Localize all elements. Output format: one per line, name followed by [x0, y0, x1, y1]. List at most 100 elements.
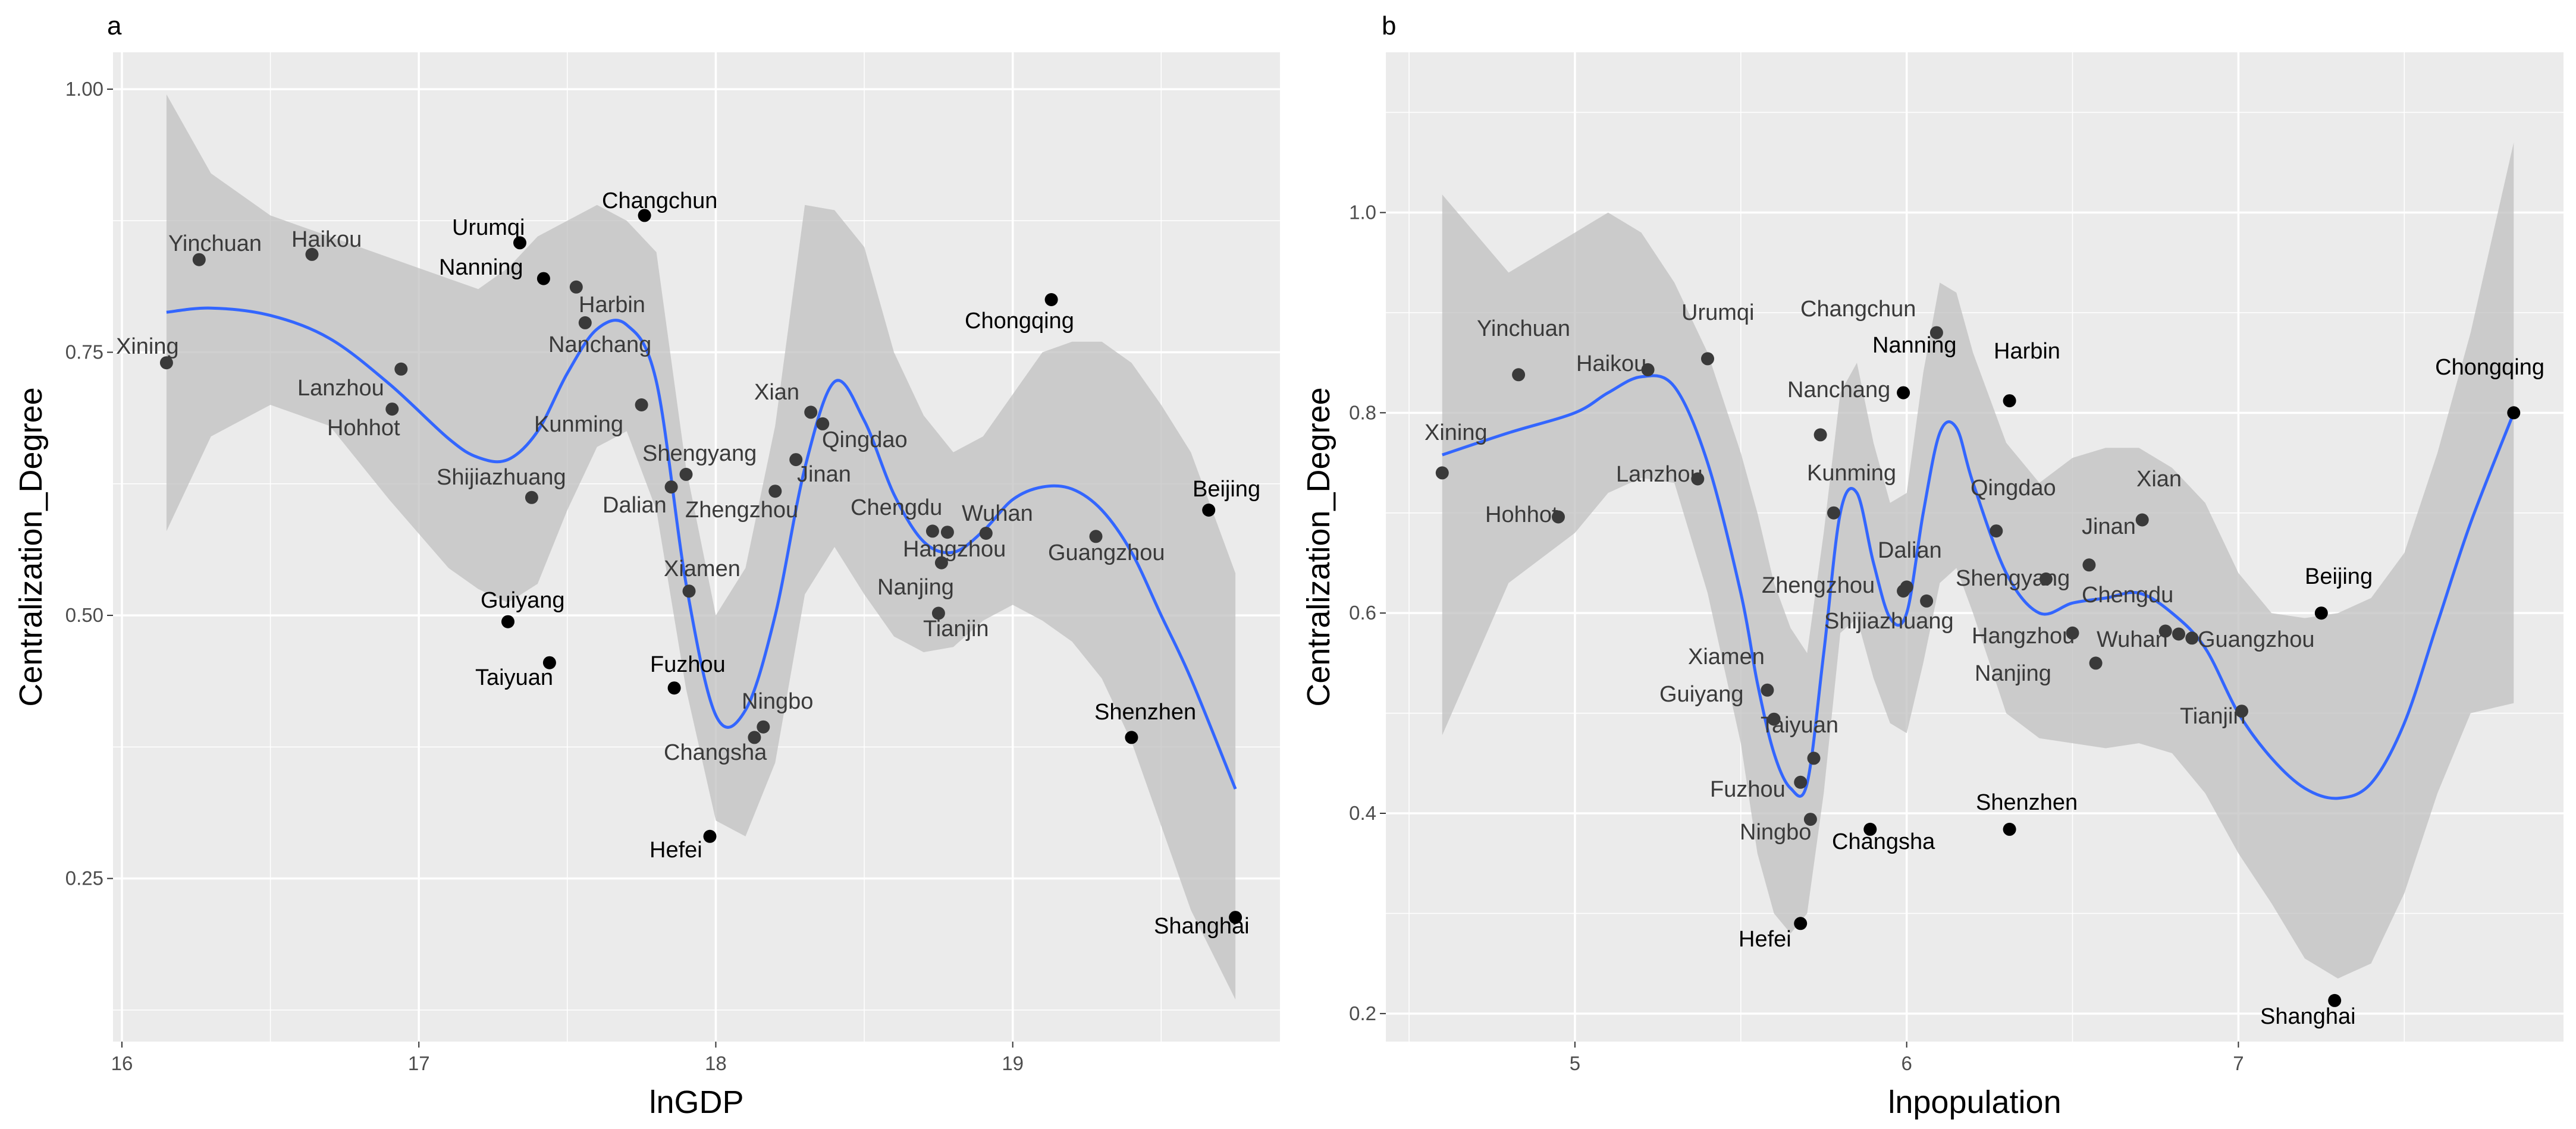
panel-a-label-xian: Xian: [754, 380, 799, 405]
panel-a-label-harbin: Harbin: [579, 293, 645, 317]
panel-b-point-shenzhen: [2003, 822, 2016, 836]
panel-a-point-dalian: [664, 480, 678, 494]
panel-a-point-hangzhou: [934, 556, 948, 570]
panel-b-x-tick-label: 7: [2233, 1052, 2244, 1074]
panel-b-smooth-line: [1442, 374, 2515, 800]
panel-b-point-guiyang: [1767, 712, 1781, 726]
panel-a-point-hefei: [703, 829, 717, 843]
panel-b-letter: b: [1382, 11, 1396, 40]
panel-b-label-xiamen: Xiamen: [1688, 644, 1765, 669]
panel-b-point-shengyang: [2039, 572, 2053, 586]
panel-b-y-tick-label: 0.8: [1349, 401, 1376, 423]
panel-a-label-hefei: Hefei: [650, 838, 702, 863]
panel-a-point-harbin: [569, 280, 583, 294]
panel-b-point-nanchang: [1813, 428, 1827, 442]
panel-a-label-chongqing: Chongqing: [965, 309, 1074, 334]
panel-b-label-chongqing: Chongqing: [2435, 355, 2544, 380]
panel-a-y-tick-label: 1.00: [65, 78, 103, 100]
panel-a-point-xining: [159, 356, 173, 370]
panel-a-label-wuhan: Wuhan: [962, 501, 1033, 526]
panel-b-label-urumqi: Urumqi: [1681, 300, 1754, 325]
panel-b-point-yinchuan: [1512, 368, 1526, 382]
panel-a-point-haikou: [305, 247, 319, 261]
panel-a-point-zhengzhou: [768, 485, 782, 498]
panel-b-point-zhengzhou: [1900, 580, 1913, 594]
panel-a-x-tick-label: 16: [111, 1052, 133, 1074]
panel-a-point-ningbo: [757, 720, 770, 734]
panel-b-point-ningbo: [1803, 813, 1817, 826]
panel-b-label-zhengzhou: Zhengzhou: [1762, 573, 1875, 598]
panel-b-point-hefei: [1794, 917, 1808, 930]
panel-a: Xining Yinchuan Haikou Hohhot Lanzhou Guiyang…: [13, 11, 1280, 1120]
panel-a-label-shenzhen: Shenzhen: [1094, 700, 1196, 725]
panel-a-label-urumqi: Urumqi: [452, 215, 525, 240]
panel-a-point-guiyang: [501, 615, 514, 628]
panel-b-point-shijiazhuang: [1920, 594, 1934, 608]
panel-a-point-beijing: [1202, 504, 1216, 517]
panel-a-x-axis-title: lnGDP: [649, 1084, 743, 1120]
panel-b-point-urumqi: [1701, 352, 1714, 366]
panel-a-smooth-line: [166, 306, 1237, 790]
panel-b-point-haikou: [1641, 363, 1655, 376]
panel-a-point-hohhot: [385, 402, 399, 416]
panel-a-label-nanjing: Nanjing: [877, 575, 954, 600]
panel-b-point-harbin: [2003, 394, 2016, 408]
panel-b-label-xian: Xian: [2136, 467, 2182, 492]
panel-b-point-xian: [2135, 513, 2149, 527]
panel-a-label-jinan: Jinan: [797, 462, 851, 487]
panel-a-point-changsha: [748, 731, 761, 744]
panel-a-point-urumqi: [513, 236, 526, 250]
panel-b-confidence-band: [1442, 142, 2514, 979]
panel-b-label-haikou: Haikou: [1576, 351, 1646, 376]
panel-b-label-shengyang: Shengyang: [1956, 566, 2070, 591]
panel-b-label-fuzhou: Fuzhou: [1710, 777, 1786, 802]
panel-b-label-dalian: Dalian: [1878, 538, 1942, 563]
panel-a-label-xiamen: Xiamen: [664, 556, 741, 581]
panel-a-label-hangzhou: Hangzhou: [903, 537, 1006, 562]
panel-a-label-fuzhou: Fuzhou: [650, 652, 726, 677]
panel-b-point-jinan: [2082, 558, 2096, 572]
panel-b-point-shanghai: [2328, 993, 2342, 1007]
panel-a-label-shanghai: Shanghai: [1154, 914, 1250, 939]
panel-b-point-changsha: [1863, 822, 1877, 836]
panel-a-y-axis-title: Centralization_Degree: [13, 387, 49, 706]
panel-a-label-haikou: Haikou: [291, 227, 362, 252]
panel-b-y-tick-label: 0.4: [1349, 802, 1376, 824]
panel-b-label-shijiazhuang: Shijiazhuang: [1824, 609, 1954, 634]
panel-b-label-taiyuan: Taiyuan: [1761, 713, 1838, 738]
panel-b-label-lanzhou: Lanzhou: [1616, 462, 1703, 487]
panel-a-x-tick-label: 17: [408, 1052, 430, 1074]
panel-b-point-hohhot: [1552, 510, 1565, 524]
panel-b-point-guangzhou: [2185, 631, 2199, 645]
panel-a-confidence-band: [166, 94, 1236, 1000]
panel-a-y-tick-label: 0.50: [65, 604, 103, 626]
panel-b-label-hangzhou: Hangzhou: [1972, 624, 2075, 649]
panel-b-label-chengdu: Chengdu: [2082, 583, 2173, 608]
panel-a-point-jinan: [789, 453, 803, 467]
panel-b-y-tick-label: 1.0: [1349, 201, 1376, 223]
panel-a-point-yinchuan: [192, 253, 206, 266]
panel-b-label-yinchuan: Yinchuan: [1477, 316, 1570, 341]
panel-b-point-tianjin: [2235, 705, 2248, 718]
panel-b-point-xiamen: [1761, 683, 1774, 697]
panel-a-label-kunming: Kunming: [534, 412, 623, 437]
panel-a-point-kunming: [635, 398, 648, 411]
panel-a-label-yinchuan: Yinchuan: [168, 231, 262, 256]
panel-b-y-axis-title: Centralization_Degree: [1301, 387, 1336, 706]
panel-b-label-guiyang: Guiyang: [1659, 682, 1744, 707]
panel-b-point-lanzhou: [1691, 472, 1705, 486]
panel-a-label-changsha: Changsha: [664, 740, 767, 765]
panel-b-label-nanjing: Nanjing: [1975, 661, 2051, 686]
panel-b-point-chengdu: [2158, 624, 2172, 638]
panel-a-label-nanchang: Nanchang: [548, 332, 651, 357]
panel-a-label-chengdu: Chengdu: [851, 495, 942, 520]
panel-a-point-shijiazhuang: [525, 490, 538, 504]
panel-a-label-shengyang: Shengyang: [642, 441, 757, 466]
panel-b-point-changchun: [1929, 326, 1943, 339]
panel-a-label-guiyang: Guiyang: [481, 588, 565, 613]
panel-a-point-chengdu: [925, 524, 939, 538]
panel-a-x-tick-label: 18: [705, 1052, 727, 1074]
panel-a-label-tianjin: Tianjin: [923, 617, 989, 641]
panel-b: Xining Yinchuan Hohhot Haikou Urumqi Lanzhou X…: [1301, 11, 2564, 1120]
panel-a-label-dalian: Dalian: [603, 493, 667, 518]
